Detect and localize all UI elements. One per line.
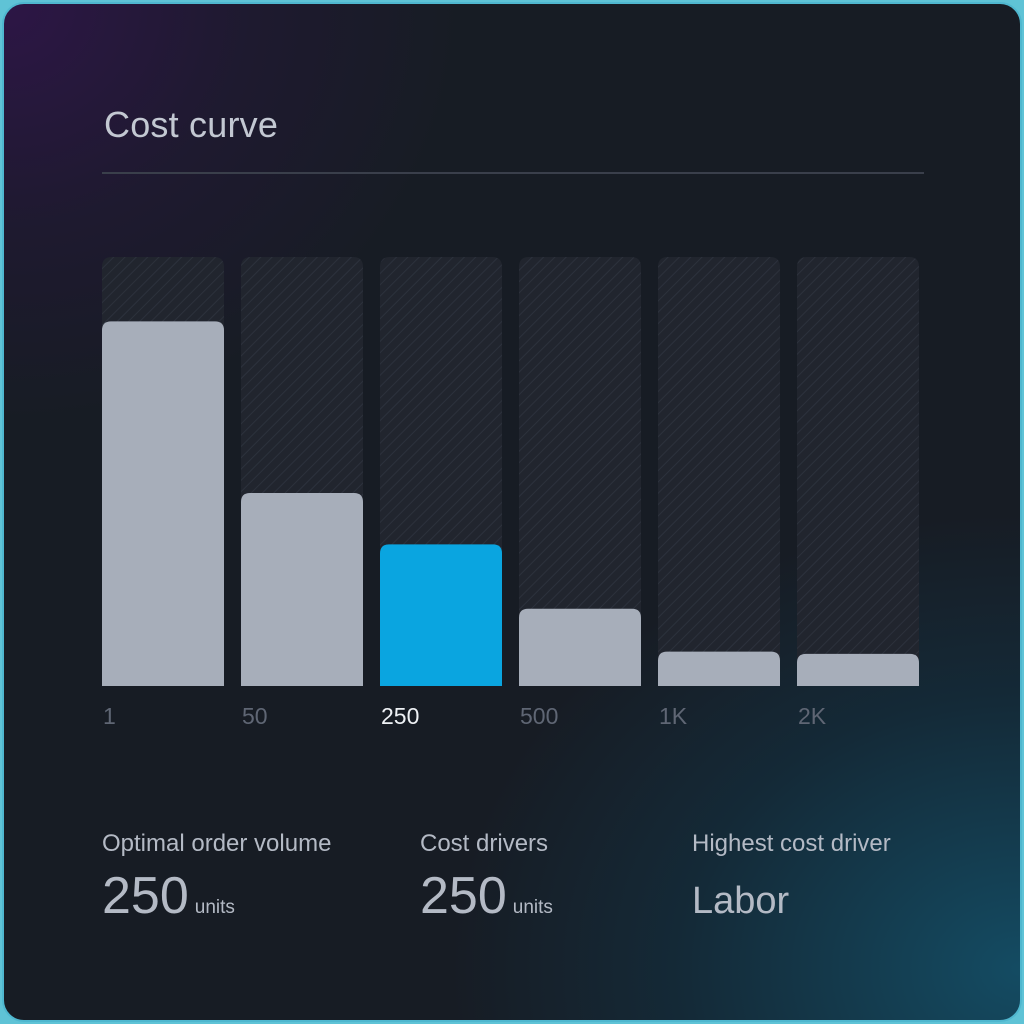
bars <box>102 321 919 686</box>
stat-unit: units <box>194 897 235 918</box>
x-tick-label: 1K <box>659 703 688 729</box>
stat-label-cost-drivers: Cost drivers <box>420 830 549 857</box>
bar-track <box>797 257 919 686</box>
x-tick-label: 1 <box>103 703 116 729</box>
x-tick-labels: 1 50 250 500 1K 2K <box>103 703 827 729</box>
stat-value-optimal-order-volume: 250 units <box>102 870 235 922</box>
stat-unit: units <box>512 897 553 918</box>
stat-label-highest-cost-driver: Highest cost driver <box>692 830 891 857</box>
x-tick-label: 250 <box>381 703 419 729</box>
x-tick-label: 2K <box>798 703 827 729</box>
bar-track <box>658 257 780 686</box>
bar-tracks <box>102 257 919 686</box>
x-tick-label: 500 <box>520 703 558 729</box>
stat-value-cost-drivers: 250 units <box>420 870 553 922</box>
bar-500[interactable] <box>519 608 641 686</box>
title-divider <box>102 172 924 174</box>
bar-track <box>519 257 641 686</box>
bar-2k[interactable] <box>797 653 919 686</box>
stat-number: 250 <box>102 867 189 925</box>
stat-number: 250 <box>420 867 507 925</box>
card-title: Cost curve <box>104 104 279 145</box>
bar-1k[interactable] <box>658 651 780 686</box>
stat-value-highest-cost-driver: Labor <box>692 880 790 922</box>
stat-label-optimal-order-volume: Optimal order volume <box>102 830 332 857</box>
cost-curve-chart: 1 50 250 500 1K 2K <box>102 257 919 729</box>
x-tick-label: 50 <box>242 703 268 729</box>
bar-1[interactable] <box>102 321 224 686</box>
bar-50[interactable] <box>241 492 363 686</box>
bar-250[interactable] <box>380 544 502 686</box>
